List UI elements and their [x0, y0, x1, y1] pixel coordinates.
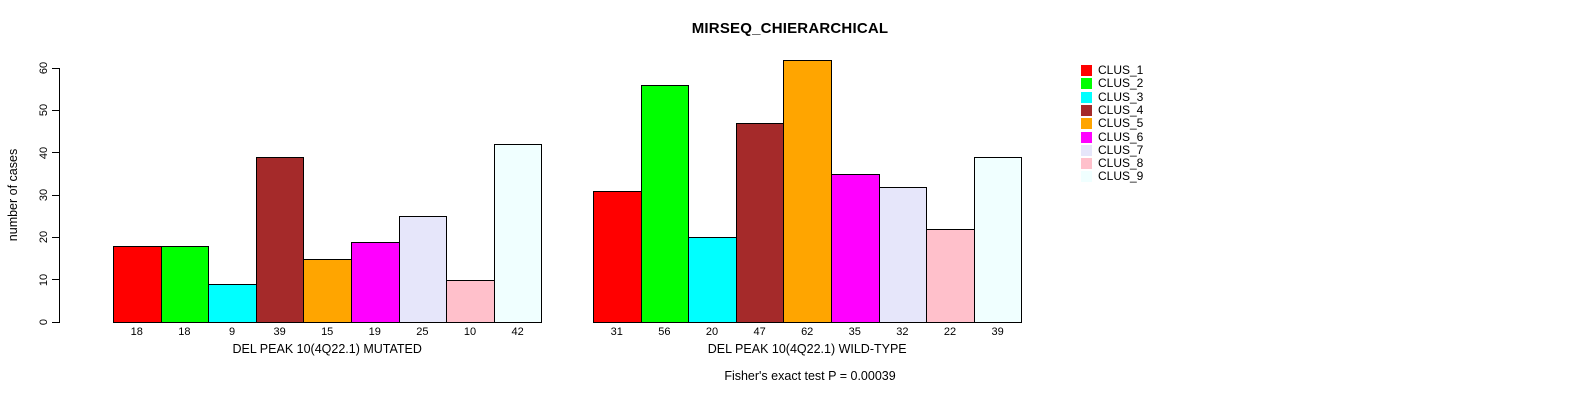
bar-clus_6: [351, 241, 400, 323]
legend-color-swatch: [1081, 118, 1092, 130]
bar-clus_6: [831, 173, 880, 323]
legend-item: CLUS_9: [1081, 170, 1143, 183]
legend-item: CLUS_5: [1081, 117, 1143, 130]
legend-color-swatch: [1081, 171, 1092, 183]
bar-clus_4: [735, 123, 785, 323]
bar-clus_2: [640, 84, 690, 323]
y-tick-mark: [52, 194, 59, 196]
bar-value-label: 47: [753, 326, 766, 338]
y-tick-mark: [52, 67, 59, 69]
fisher-test-note: Fisher's exact test P = 0.00039: [724, 369, 896, 383]
y-tick-mark: [52, 236, 59, 238]
bar-value-label: 19: [368, 326, 381, 338]
bar-value-label: 18: [178, 326, 191, 338]
bar-clus_9: [493, 144, 543, 323]
y-tick-label: 60: [38, 61, 50, 75]
y-tick-mark: [52, 109, 59, 111]
bar-value-label: 62: [801, 326, 814, 338]
y-tick-label: 40: [38, 146, 50, 159]
legend-item: CLUS_8: [1081, 157, 1143, 170]
y-tick-label: 0: [38, 318, 50, 326]
bar-value-label: 39: [991, 326, 1004, 338]
bar-clus_8: [926, 228, 975, 323]
bar-value-label: 39: [273, 326, 286, 338]
legend-color-swatch: [1081, 91, 1092, 103]
y-tick-mark: [52, 152, 59, 154]
legend-item: CLUS_6: [1081, 129, 1144, 144]
bar-clus_5: [783, 59, 832, 323]
bar-clus_9: [973, 156, 1023, 323]
legend-item: CLUS_3: [1081, 89, 1144, 104]
bar-value-label: 42: [511, 326, 524, 338]
bar-value-label: 56: [658, 326, 671, 338]
y-tick-label: 20: [38, 231, 50, 244]
x-axis-group-label: DEL PEAK 10(4Q22.1) MUTATED: [232, 342, 422, 356]
bar-value-label: 20: [705, 326, 719, 338]
bar-clus_8: [446, 279, 495, 323]
legend-label: CLUS_7: [1098, 142, 1144, 157]
bar-clus_1: [113, 245, 162, 323]
bar-value-label: 9: [228, 326, 236, 338]
bar-value-label: 31: [610, 326, 623, 338]
bar-clus_2: [160, 245, 210, 323]
bar-clus_1: [593, 190, 642, 323]
y-tick-mark: [52, 321, 59, 323]
bar-value-label: 15: [321, 326, 334, 338]
legend-color-swatch: [1081, 78, 1092, 90]
legend-label: CLUS_4: [1098, 102, 1144, 117]
legend-item: CLUS_4: [1081, 102, 1144, 117]
legend-color-swatch: [1081, 144, 1092, 156]
bar-clus_4: [255, 156, 305, 323]
legend-item: CLUS_2: [1081, 77, 1143, 90]
bar-value-label: 22: [943, 326, 957, 338]
bar-clus_3: [688, 237, 737, 323]
legend-color-swatch: [1081, 104, 1092, 116]
bar-clus_7: [878, 186, 928, 323]
y-axis-line: [59, 68, 60, 323]
bar-value-label: 32: [896, 326, 909, 338]
bar-value-label: 25: [416, 326, 429, 338]
chart-title: MIRSEQ_CHIERARCHICAL: [691, 20, 889, 37]
legend-label: CLUS_5: [1098, 116, 1144, 131]
legend-label: CLUS_8: [1098, 156, 1144, 171]
legend-item: CLUS_7: [1081, 142, 1144, 157]
y-tick-mark: [52, 279, 59, 281]
legend-item: CLUS_1: [1081, 64, 1143, 77]
legend-label: CLUS_1: [1098, 63, 1144, 77]
bar-clus_5: [303, 258, 352, 323]
bar-clus_3: [208, 283, 257, 323]
y-tick-label: 10: [38, 273, 50, 286]
x-axis-group-label: DEL PEAK 10(4Q22.1) WILD-TYPE: [707, 342, 907, 356]
legend-color-swatch: [1081, 65, 1092, 76]
bar-value-label: 10: [463, 326, 477, 338]
legend-label: CLUS_9: [1098, 169, 1144, 184]
legend-label: CLUS_3: [1098, 89, 1144, 104]
y-tick-label: 30: [38, 188, 50, 202]
bar-value-label: 35: [848, 326, 861, 338]
legend-color-swatch: [1081, 158, 1092, 170]
bar-clus_7: [398, 216, 448, 323]
bar-value-label: 18: [130, 326, 143, 338]
legend-color-swatch: [1081, 131, 1092, 143]
legend-label: CLUS_6: [1098, 129, 1144, 144]
legend-label: CLUS_2: [1098, 76, 1144, 91]
y-tick-label: 50: [38, 104, 50, 117]
